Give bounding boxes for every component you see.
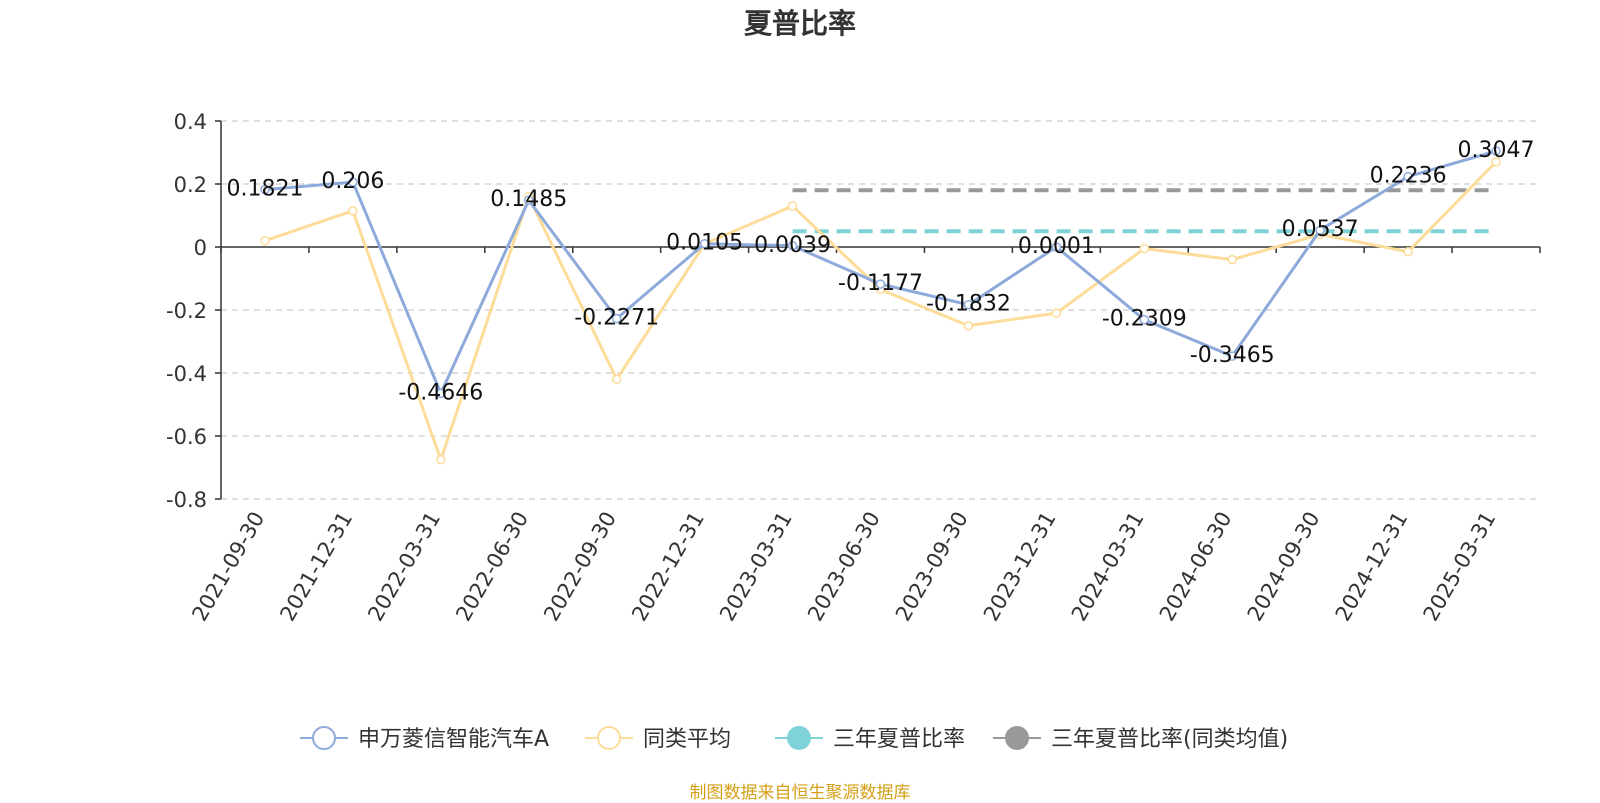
data-point: [787, 241, 798, 251]
legend-label: 三年夏普比率(同类均值): [1051, 727, 1288, 752]
x-tick-label: 2022-09-30: [539, 508, 621, 626]
legend-marker: [597, 726, 621, 750]
data-label: 0.1821: [226, 177, 303, 202]
data-point: [348, 177, 358, 187]
data-point: [1139, 243, 1150, 254]
x-tick-label: 2024-09-30: [1243, 508, 1325, 626]
data-point: [524, 195, 534, 205]
data-point: [963, 321, 974, 331]
x-tick-label: 2023-06-30: [803, 508, 885, 626]
data-point: [436, 388, 446, 399]
data-label: 0.0039: [754, 233, 831, 258]
series-line: [264, 160, 1498, 462]
data-point: [260, 184, 270, 195]
data-point: [436, 454, 446, 465]
y-tick-label: -0.4: [166, 362, 207, 386]
data-point: [1051, 242, 1062, 252]
data-point: [611, 374, 622, 385]
legend-label: 申万菱信智能汽车A: [358, 727, 549, 752]
data-label: 0.3047: [1458, 138, 1535, 163]
x-tick-label: 2021-09-30: [187, 508, 269, 626]
data-label: 0.0001: [1018, 234, 1095, 259]
data-point: [1139, 314, 1150, 325]
data-label: -0.4646: [398, 380, 483, 405]
data-point: [1227, 254, 1237, 265]
legend-marker: [312, 726, 336, 750]
source-note: 制图数据来自恒生聚源数据库: [689, 783, 911, 803]
y-tick-label: 0.4: [174, 110, 207, 134]
x-tick-label: 2025-03-31: [1419, 508, 1501, 626]
x-tick-label: 2022-06-30: [451, 508, 533, 626]
x-tick-label: 2023-12-31: [979, 508, 1061, 626]
x-tick-label: 2022-03-31: [363, 508, 445, 626]
data-point: [348, 206, 358, 216]
data-label: 0.2236: [1370, 164, 1447, 189]
data-label: -0.1832: [926, 292, 1011, 317]
data-point: [787, 201, 798, 211]
data-label: -0.1177: [838, 271, 923, 296]
x-tick-label: 2024-06-30: [1155, 508, 1237, 626]
x-tick-label: 2023-09-30: [891, 508, 973, 626]
data-point: [1403, 171, 1413, 182]
y-tick-label: -0.2: [166, 299, 207, 323]
data-label: 0.1485: [490, 187, 567, 212]
x-tick-label: 2024-03-31: [1067, 508, 1149, 626]
data-label: 0.0105: [666, 231, 743, 256]
data-point: [1491, 157, 1501, 167]
y-tick-label: 0: [194, 236, 207, 260]
y-tick-label: -0.8: [166, 488, 207, 512]
x-tick-label: 2021-12-31: [275, 508, 357, 626]
y-tick-label: -0.6: [166, 425, 207, 449]
legend-label: 同类平均: [643, 727, 731, 752]
data-point: [1491, 146, 1501, 156]
data-label: 0.206: [321, 169, 384, 194]
data-label: -0.2271: [574, 306, 659, 331]
legend-marker: [787, 726, 811, 750]
chart-title: 夏普比率: [744, 7, 856, 40]
data-label: 0.0537: [1282, 217, 1359, 242]
data-point: [1051, 308, 1062, 318]
data-point: [1403, 246, 1413, 257]
data-point: [611, 313, 622, 324]
data-label: -0.2309: [1102, 307, 1187, 332]
data-point: [875, 279, 886, 289]
data-point: [260, 235, 270, 246]
legend-label: 三年夏普比率: [833, 727, 965, 752]
data-point: [1227, 351, 1237, 361]
x-tick-label: 2022-12-31: [627, 508, 709, 626]
data-point: [963, 299, 974, 310]
x-tick-label: 2024-12-31: [1331, 508, 1413, 626]
x-tick-label: 2023-03-31: [715, 508, 797, 626]
legend-marker: [1005, 726, 1029, 750]
data-point: [1315, 225, 1325, 235]
y-tick-label: 0.2: [174, 173, 207, 197]
data-point: [699, 238, 710, 249]
data-label: -0.3465: [1190, 343, 1275, 368]
